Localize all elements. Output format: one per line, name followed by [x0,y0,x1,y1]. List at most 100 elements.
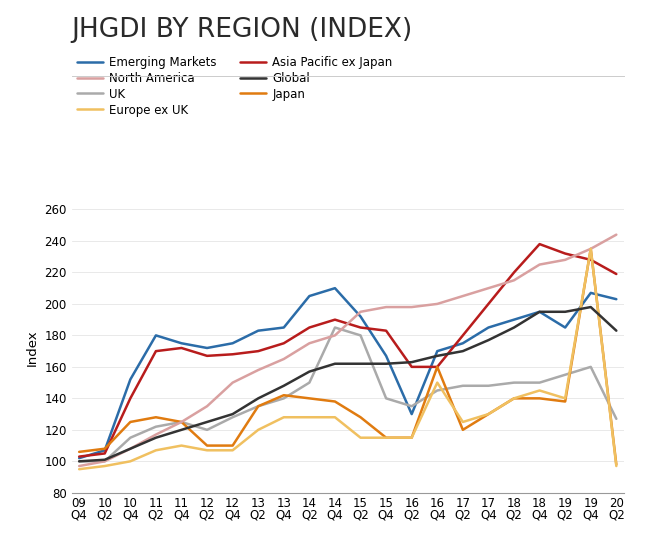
North America [331,332,339,339]
North America [459,293,467,300]
UK [408,403,415,409]
Y-axis label: Index: Index [26,329,39,366]
North America [229,379,237,386]
Emerging Markets [510,316,518,323]
Emerging Markets [587,290,595,296]
North America [612,231,620,238]
Europe ex UK [75,466,83,473]
UK [561,371,569,378]
Japan [612,461,620,468]
Japan [101,445,109,452]
Europe ex UK [357,435,365,441]
Europe ex UK [331,414,339,421]
Emerging Markets [127,376,135,383]
Asia Pacific ex Japan [280,340,288,347]
Global [357,361,365,367]
Asia Pacific ex Japan [177,344,185,351]
Global [101,456,109,463]
Line: Europe ex UK: Europe ex UK [79,249,616,469]
Europe ex UK [434,379,441,386]
North America [587,245,595,252]
Europe ex UK [587,245,595,252]
Line: Asia Pacific ex Japan: Asia Pacific ex Japan [79,244,616,456]
Europe ex UK [561,395,569,402]
Japan [152,414,160,421]
Asia Pacific ex Japan [459,332,467,339]
Europe ex UK [229,447,237,454]
Europe ex UK [306,414,313,421]
Global [331,361,339,367]
Global [177,427,185,433]
Asia Pacific ex Japan [203,352,211,359]
UK [254,403,262,409]
UK [357,332,365,339]
UK [587,363,595,370]
UK [612,416,620,422]
Japan [408,435,415,441]
Europe ex UK [203,447,211,454]
Asia Pacific ex Japan [612,270,620,277]
Global [254,395,262,402]
North America [280,356,288,362]
Emerging Markets [561,324,569,331]
North America [152,431,160,438]
Global [536,309,543,315]
Emerging Markets [75,455,83,461]
Japan [331,398,339,405]
Asia Pacific ex Japan [331,316,339,323]
Line: North America: North America [79,235,616,466]
UK [536,379,543,386]
Global [612,327,620,334]
Text: JHGDI BY REGION (INDEX): JHGDI BY REGION (INDEX) [72,17,413,43]
North America [357,309,365,315]
Japan [306,395,313,402]
North America [254,367,262,374]
Global [434,352,441,359]
Europe ex UK [152,447,160,454]
Japan [280,392,288,399]
Legend: Emerging Markets, North America, UK, Europe ex UK, Asia Pacific ex Japan, Global: Emerging Markets, North America, UK, Eur… [77,56,393,117]
UK [127,435,135,441]
Emerging Markets [382,352,390,359]
UK [510,379,518,386]
Asia Pacific ex Japan [254,348,262,354]
Emerging Markets [101,447,109,454]
Global [382,361,390,367]
Asia Pacific ex Japan [484,301,492,307]
Asia Pacific ex Japan [561,250,569,257]
Global [229,410,237,417]
Emerging Markets [408,410,415,417]
UK [382,395,390,402]
UK [203,427,211,433]
Emerging Markets [459,340,467,347]
UK [177,419,185,426]
Asia Pacific ex Japan [382,327,390,334]
Global [75,458,83,465]
Japan [587,245,595,252]
Europe ex UK [536,387,543,394]
North America [536,261,543,268]
Global [203,419,211,426]
UK [152,423,160,430]
Asia Pacific ex Japan [510,269,518,276]
Europe ex UK [177,442,185,449]
UK [434,387,441,394]
Japan [75,449,83,455]
UK [484,382,492,389]
North America [177,419,185,426]
UK [229,414,237,421]
Japan [177,419,185,426]
Global [510,324,518,331]
UK [101,458,109,465]
Europe ex UK [510,395,518,402]
Emerging Markets [536,309,543,315]
North America [408,304,415,310]
Asia Pacific ex Japan [127,395,135,402]
Japan [203,442,211,449]
Global [152,435,160,441]
Emerging Markets [331,285,339,292]
Asia Pacific ex Japan [101,450,109,457]
North America [434,301,441,307]
Line: Global: Global [79,307,616,461]
Japan [561,398,569,405]
